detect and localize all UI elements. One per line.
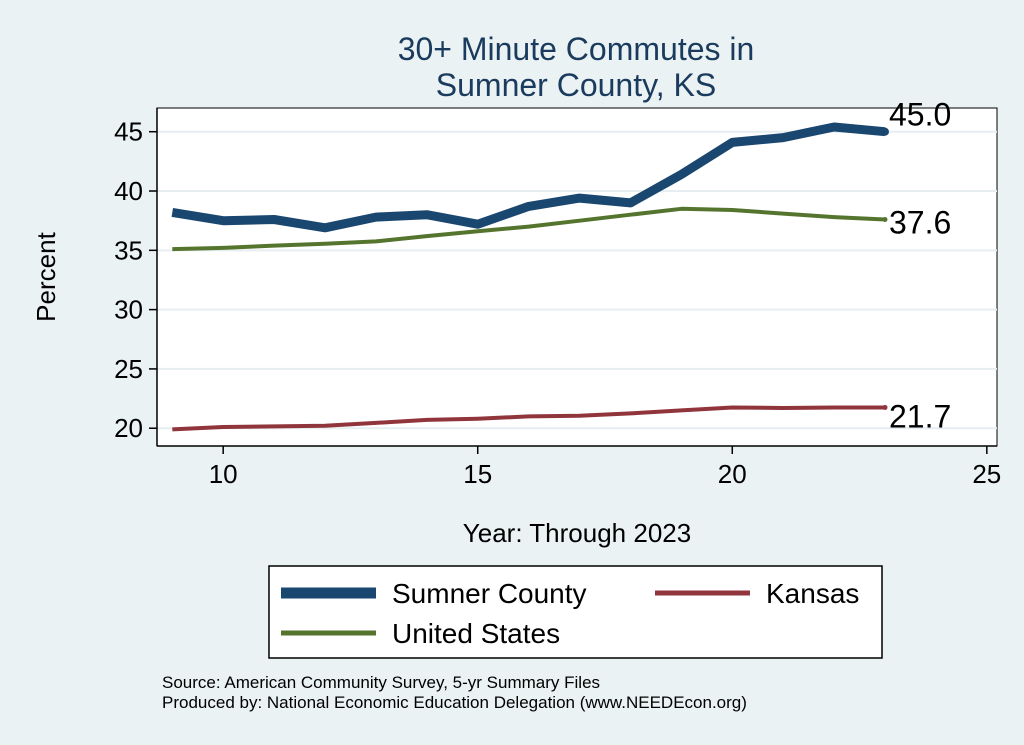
end-label-united-states: 37.6	[889, 204, 951, 240]
plot-area	[156, 107, 998, 447]
x-tick-label: 25	[972, 459, 1001, 489]
chart-title-line-1: 30+ Minute Commutes in	[398, 31, 755, 67]
end-label-kansas: 21.7	[889, 398, 951, 434]
legend-label-sumner-county: Sumner County	[392, 578, 587, 609]
series-lines	[171, 122, 889, 432]
end-marker-sumner-county	[881, 127, 889, 136]
legend-label-united-states: United States	[392, 618, 560, 649]
gridlines	[157, 130, 997, 430]
x-axis-title: Year: Through 2023	[463, 518, 691, 548]
x-tick-label: 10	[209, 459, 238, 489]
end-labels: 45.0 21.7 37.6	[889, 97, 951, 435]
y-tick-label: 25	[114, 354, 143, 384]
y-tick-label: 30	[114, 295, 143, 325]
y-tick-label: 45	[114, 117, 143, 147]
x-tick-label: 20	[718, 459, 747, 489]
series-line-united-states	[172, 206, 886, 252]
chart-title-line-2: Sumner County, KS	[436, 67, 716, 103]
end-marker-kansas	[882, 404, 888, 410]
series-line-sumner-county	[171, 122, 886, 233]
axes: 20 25 30 35 40 45 10 15 20 25	[114, 108, 1001, 489]
y-tick-label: 20	[114, 413, 143, 443]
y-tick-label: 35	[114, 235, 143, 265]
source-note: Source: American Community Survey, 5-yr …	[162, 673, 600, 692]
legend-box	[268, 565, 883, 659]
x-tick-label: 15	[463, 459, 492, 489]
legend-label-kansas: Kansas	[766, 578, 859, 609]
end-label-sumner-county: 45.0	[889, 97, 951, 133]
y-axis-title: Percent	[31, 231, 61, 321]
legend: Sumner County Kansas United States	[268, 565, 883, 659]
series-line-kansas	[172, 405, 885, 432]
end-marker-united-states	[882, 216, 888, 222]
y-tick-label: 40	[114, 176, 143, 206]
producer-note: Produced by: National Economic Education…	[162, 693, 747, 712]
